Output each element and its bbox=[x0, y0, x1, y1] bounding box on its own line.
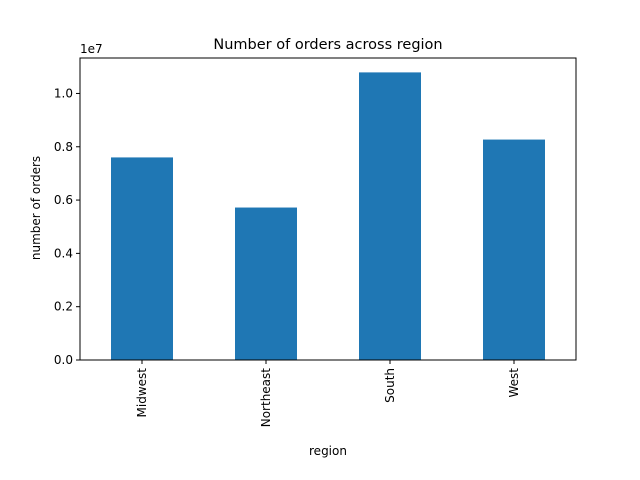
y-tick-label: 0.4 bbox=[54, 246, 73, 260]
bar-northeast bbox=[235, 207, 297, 360]
y-tick-label: 0.8 bbox=[54, 140, 73, 154]
x-tick-label: Northeast bbox=[259, 368, 273, 428]
y-tick-label: 0.0 bbox=[54, 353, 73, 367]
chart-title: Number of orders across region bbox=[213, 37, 442, 53]
y-tick-label: 0.2 bbox=[54, 300, 73, 314]
y-tick-label: 1.0 bbox=[54, 86, 73, 100]
x-tick-label: South bbox=[383, 368, 397, 403]
x-axis-ticks: Midwest Northeast South West bbox=[135, 360, 521, 427]
bars-group bbox=[111, 72, 545, 360]
bar-west bbox=[483, 139, 545, 360]
bar-midwest bbox=[111, 157, 173, 360]
y-tick-label: 0.6 bbox=[54, 193, 73, 207]
x-tick-label: Midwest bbox=[135, 368, 149, 418]
y-offset-label: 1e7 bbox=[80, 42, 103, 56]
bar-south bbox=[359, 72, 421, 360]
x-axis-label: region bbox=[309, 444, 347, 458]
x-tick-label: West bbox=[507, 368, 521, 398]
y-axis-label: number of orders bbox=[29, 156, 43, 260]
y-axis-ticks: 0.0 0.2 0.4 0.6 0.8 1.0 bbox=[54, 86, 80, 367]
plot-frame bbox=[79, 57, 577, 361]
